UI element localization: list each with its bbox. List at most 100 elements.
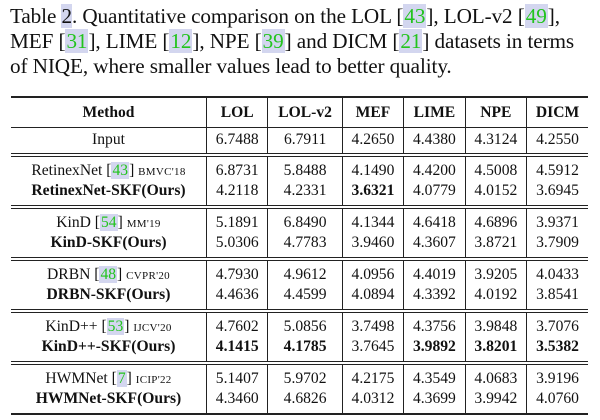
value-cell: 4.3549 bbox=[403, 362, 466, 389]
value-cell: 6.8490 bbox=[267, 206, 343, 233]
value-cell: 4.0683 bbox=[464, 362, 527, 389]
header-mef: MEF bbox=[341, 97, 404, 128]
method-cell: KinD-SKF(Ours) bbox=[50, 234, 167, 252]
value-cell: 4.4380 bbox=[403, 127, 466, 155]
method-cell: KinD++-SKF(Ours) bbox=[41, 338, 176, 356]
value-cell: 3.7909 bbox=[526, 233, 588, 259]
value-cell: 4.0894 bbox=[341, 285, 404, 311]
value-cell: 4.2175 bbox=[341, 362, 404, 389]
value-cell: 4.4599 bbox=[267, 285, 343, 311]
venue-label: CVPR'20 bbox=[126, 269, 170, 282]
caption-prefix: Table bbox=[10, 4, 62, 28]
niqe-comparison-table: Method LOL LOL-v2 MEF LIME NPE DICM Inpu… bbox=[11, 96, 588, 415]
citation-link[interactable]: 12 bbox=[169, 29, 193, 53]
value-cell: 3.8541 bbox=[526, 285, 588, 311]
header-lol: LOL bbox=[205, 97, 268, 128]
baseline-row: RetinexNet [43] BMVC'18 6.8731 5.8488 4.149… bbox=[11, 154, 588, 181]
value-cell: 4.1490 bbox=[341, 154, 404, 181]
citation-link[interactable]: 53 bbox=[106, 317, 125, 335]
method-cell: KinD [54] MM'19 bbox=[56, 213, 161, 231]
value-cell: 4.3124 bbox=[464, 127, 527, 155]
value-cell: 4.7602 bbox=[205, 310, 268, 337]
value-cell: 3.9848 bbox=[464, 310, 527, 337]
caption-text: datasets in terms of NIQE, where smaller… bbox=[10, 29, 575, 78]
citation-link[interactable]: 7 bbox=[116, 369, 127, 387]
value-cell: 4.0779 bbox=[403, 181, 466, 207]
citation-link[interactable]: 43 bbox=[111, 161, 130, 179]
ours-row: KinD++-SKF(Ours) 4.1415 4.1785 3.7645 3.9892… bbox=[11, 337, 588, 363]
value-cell: 4.0152 bbox=[464, 181, 527, 207]
citation-link[interactable]: 31 bbox=[65, 29, 89, 53]
value-cell: 4.0312 bbox=[341, 389, 404, 414]
method-cell: HWMNet-SKF(Ours) bbox=[35, 390, 182, 408]
value-cell: 4.0433 bbox=[526, 258, 588, 285]
value-cell: 4.7783 bbox=[267, 233, 343, 259]
value-cell: 3.9892 bbox=[403, 337, 466, 363]
caption-text: , NPE bbox=[199, 29, 255, 53]
value-cell: 4.3392 bbox=[403, 285, 466, 311]
value-cell: 4.1344 bbox=[341, 206, 404, 233]
header-lime: LIME bbox=[403, 97, 466, 128]
value-cell: 3.6945 bbox=[526, 181, 588, 207]
value-cell: 4.3699 bbox=[403, 389, 466, 414]
venue-label: ICIP'22 bbox=[135, 373, 172, 386]
value-cell: 4.3756 bbox=[403, 310, 466, 337]
value-cell: 3.9196 bbox=[526, 362, 588, 389]
citation-link[interactable]: 39 bbox=[261, 29, 285, 53]
value-cell: 3.7498 bbox=[341, 310, 404, 337]
value-cell: 4.1415 bbox=[205, 337, 268, 363]
header-method: Method bbox=[82, 103, 135, 121]
value-cell: 4.4019 bbox=[403, 258, 466, 285]
method-cell: RetinexNet [43] BMVC'18 bbox=[31, 161, 186, 179]
citation-link[interactable]: 54 bbox=[100, 213, 118, 231]
citation-link[interactable]: 21 bbox=[399, 29, 423, 53]
caption-text: , LOL-v2 bbox=[433, 4, 518, 28]
value-cell: 5.0306 bbox=[205, 233, 268, 259]
value-cell: 4.0956 bbox=[341, 258, 404, 285]
value-cell: 3.8201 bbox=[464, 337, 527, 363]
citation-link[interactable]: 49 bbox=[524, 4, 548, 28]
method-cell: HWMNet [7] ICIP'22 bbox=[45, 369, 172, 387]
venue-label: MM'19 bbox=[126, 217, 161, 230]
method-cell: DRBN-SKF(Ours) bbox=[46, 286, 171, 304]
value-cell: 3.9205 bbox=[464, 258, 527, 285]
value-cell: 4.4200 bbox=[403, 154, 466, 181]
method-name: KinD++ bbox=[45, 317, 98, 335]
value-cell: 4.6896 bbox=[464, 206, 527, 233]
value-cell: 4.2118 bbox=[205, 181, 268, 207]
baseline-row: KinD [54] MM'19 5.1891 6.8490 4.1344 4.6418 4… bbox=[11, 206, 588, 233]
value-cell: 4.6418 bbox=[403, 206, 466, 233]
method-cell: RetinexNet-SKF(Ours) bbox=[31, 182, 186, 200]
method-cell: KinD++ [53] IJCV'20 bbox=[45, 317, 172, 335]
value-cell: 5.1407 bbox=[205, 362, 268, 389]
input-row: Input 6.7488 6.7911 4.2650 4.4380 4.3124… bbox=[11, 127, 588, 155]
value-cell: 4.5912 bbox=[526, 154, 588, 181]
value-cell: 6.8731 bbox=[205, 154, 268, 181]
value-cell: 4.0760 bbox=[526, 389, 588, 414]
method-cell: DRBN [48] CVPR'20 bbox=[47, 265, 170, 283]
value-cell: 4.2331 bbox=[267, 181, 343, 207]
header-npe: NPE bbox=[464, 97, 527, 128]
method-name: RetinexNet bbox=[31, 161, 103, 179]
venue-label: BMVC'18 bbox=[138, 165, 186, 178]
table-number-link[interactable]: 2 bbox=[61, 4, 72, 28]
citation-link[interactable]: 43 bbox=[403, 4, 427, 28]
venue-label: IJCV'20 bbox=[133, 321, 172, 334]
caption-text: and DICM bbox=[291, 29, 393, 53]
table-caption: Table 2. Quantitative comparison on the … bbox=[10, 4, 575, 78]
value-cell: 5.8488 bbox=[267, 154, 343, 181]
method-cell: Input bbox=[92, 131, 125, 149]
value-cell: 4.5008 bbox=[464, 154, 527, 181]
value-cell: 5.9702 bbox=[267, 362, 343, 389]
value-cell: 4.7930 bbox=[205, 258, 268, 285]
ours-row: HWMNet-SKF(Ours) 4.3460 4.6826 4.0312 4.3699… bbox=[11, 389, 588, 414]
value-cell: 4.6826 bbox=[267, 389, 343, 414]
citation-link[interactable]: 48 bbox=[99, 265, 118, 283]
value-cell: 5.0856 bbox=[267, 310, 343, 337]
value-cell: 4.2550 bbox=[526, 127, 588, 155]
caption-text: . Quantitative comparison on the LOL bbox=[71, 4, 397, 28]
value-cell: 4.1785 bbox=[267, 337, 343, 363]
method-name: DRBN bbox=[47, 265, 91, 283]
baseline-row: HWMNet [7] ICIP'22 5.1407 5.9702 4.2175 4.35… bbox=[11, 362, 588, 389]
header-lol-v2: LOL-v2 bbox=[267, 97, 343, 128]
